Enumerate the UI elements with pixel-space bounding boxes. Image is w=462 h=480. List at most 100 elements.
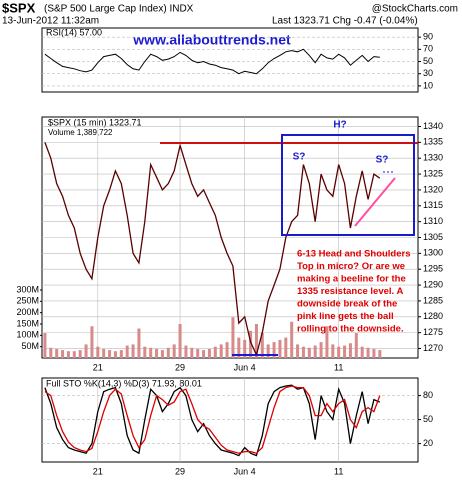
volume-tick-label: 50M: [21, 341, 39, 351]
data-line: [44, 385, 381, 454]
volume-bar: [254, 324, 258, 358]
volume-bar: [49, 347, 53, 358]
volume-bar: [131, 344, 135, 358]
y-tick-label: 1330: [423, 153, 443, 163]
y-tick-label: 20: [423, 438, 433, 448]
volume-bar: [372, 348, 376, 358]
volume-tick-label: 250M: [16, 296, 39, 306]
volume-bar: [172, 344, 176, 358]
y-tick-label: 10: [423, 80, 433, 90]
x-tick-label: 11: [334, 466, 343, 476]
x-tick-label: Jun 4: [234, 466, 256, 476]
volume-bar: [313, 345, 317, 358]
volume-bar: [143, 346, 147, 358]
last-price: Last 1323.71 Chg -0.47 (-0.04%): [272, 16, 418, 27]
volume-bar: [343, 345, 347, 358]
volume-tick-label: 200M: [16, 307, 39, 317]
volume-bar: [202, 350, 206, 358]
y-tick-label: 80: [423, 390, 433, 400]
volume-bar: [319, 342, 323, 358]
data-line: [44, 142, 381, 357]
x-tick-label: Jun 4: [234, 362, 256, 372]
x-tick-label: 21: [93, 466, 103, 476]
volume-bar: [61, 350, 65, 358]
volume-bar: [354, 333, 358, 358]
y-tick-label: 1295: [423, 264, 443, 274]
head-marker: H?: [333, 120, 346, 131]
date: 13-Jun-2012 11:32am: [2, 16, 99, 27]
y-tick-label: 1325: [423, 168, 443, 178]
annotation-text: rolling to the downside.: [297, 324, 404, 335]
y-tick-label: 1310: [423, 216, 443, 226]
volume-bar: [213, 346, 217, 358]
y-tick-label: 1315: [423, 200, 443, 210]
data-line: [44, 384, 381, 457]
annotation-text: pink line gets the ball: [297, 311, 394, 322]
sto-panel: [41, 377, 419, 463]
volume-bar: [43, 333, 47, 358]
symbol: $SPX: [2, 0, 36, 15]
volume-bar: [331, 344, 335, 358]
volume-bar: [96, 346, 100, 358]
pattern-box: [281, 134, 415, 236]
volume-bar: [325, 326, 329, 358]
volume-bar: [84, 344, 88, 358]
shoulder-marker: S?: [376, 155, 389, 166]
volume-bar: [160, 350, 164, 358]
website: www.allabouttrends.net: [132, 32, 291, 48]
y-tick-label: 1270: [423, 343, 443, 353]
volume-bar: [260, 333, 264, 358]
volume-bar: [102, 348, 106, 358]
rsi-title: RSI(14) 57.00: [46, 27, 102, 37]
y-tick-label: 1290: [423, 279, 443, 289]
y-tick-label: 1285: [423, 295, 443, 305]
y-tick-label: 50: [423, 414, 433, 424]
volume-bar: [66, 351, 70, 358]
volume-bar: [272, 342, 276, 358]
volume-bar: [78, 350, 82, 358]
y-tick-label: 1340: [423, 121, 443, 131]
volume-bar: [196, 348, 200, 358]
y-tick-label: 1280: [423, 311, 443, 321]
volume-bar: [348, 343, 352, 358]
volume-bar: [178, 324, 182, 358]
volume-bar: [284, 337, 288, 358]
volume-bar: [119, 350, 123, 358]
volume-bar: [301, 346, 305, 358]
volume-bar: [72, 351, 76, 358]
source: @StockCharts.com: [372, 4, 458, 15]
volume-bar: [166, 347, 170, 358]
y-tick-label: 30: [423, 68, 433, 78]
y-tick-label: 1320: [423, 184, 443, 194]
x-tick-label: 29: [175, 362, 185, 372]
volume-bar: [184, 345, 188, 358]
volume-bar: [190, 347, 194, 358]
volume-bar: [55, 348, 59, 358]
volume-title: Volume 1,389,722: [48, 128, 113, 137]
volume-bar: [108, 350, 112, 358]
x-tick-label: 29: [175, 466, 185, 476]
index-name: (S&P 500 Large Cap Index) INDX: [44, 4, 194, 15]
y-tick-label: 1335: [423, 137, 443, 147]
sto-title: Full STO %K(14,3) %D(3) 71.93, 80.01: [46, 378, 202, 388]
x-tick-label: 21: [93, 362, 103, 372]
rsi-panel: [41, 27, 419, 93]
y-tick-label: 1275: [423, 327, 443, 337]
volume-bar: [137, 328, 141, 358]
volume-bar: [337, 346, 341, 358]
annotation-text: making a beeline for the: [297, 274, 406, 285]
price-title: $SPX (15 min) 1323.71: [48, 117, 142, 127]
volume-bar: [290, 321, 294, 358]
y-tick-label: 50: [423, 56, 433, 66]
volume-bar: [231, 317, 235, 358]
volume-bar: [237, 337, 241, 358]
y-tick-label: 1305: [423, 232, 443, 242]
volume-bar: [155, 348, 159, 358]
x-tick-label: 11: [334, 362, 343, 372]
volume-tick-label: 100M: [16, 330, 39, 340]
volume-bar: [125, 345, 129, 358]
volume-bar: [266, 344, 270, 358]
volume-tick-label: 150M: [16, 318, 39, 328]
annotation-text: 6-13 Head and Shoulders: [297, 249, 411, 260]
